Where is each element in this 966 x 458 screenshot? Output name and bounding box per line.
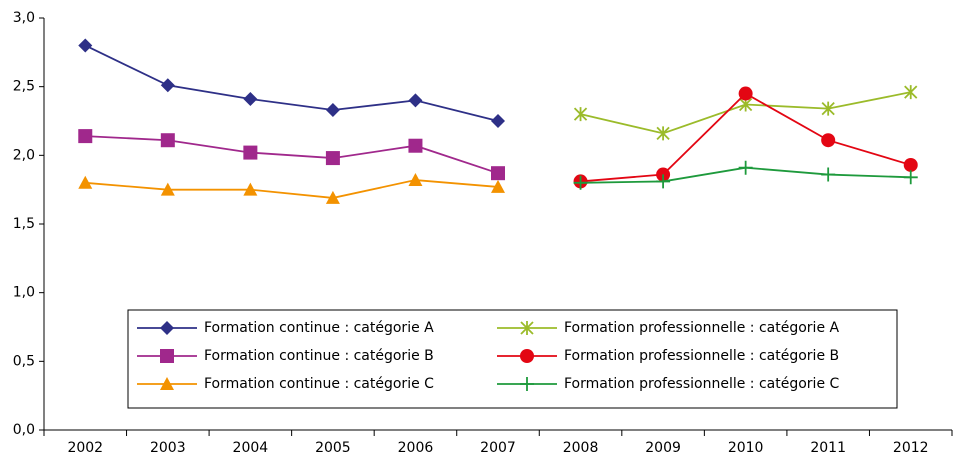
y-tick-label: 2,5: [13, 79, 35, 95]
marker: [904, 85, 918, 100]
marker: [160, 349, 174, 363]
x-tick-label: 2008: [563, 440, 599, 456]
legend-label: Formation professionnelle : catégorie C: [564, 376, 840, 392]
marker: [520, 349, 534, 363]
y-tick-label: 1,0: [13, 285, 35, 301]
y-tick-label: 1,5: [13, 216, 35, 232]
marker: [160, 133, 175, 148]
x-tick-label: 2007: [480, 440, 516, 456]
series-line: [85, 135, 499, 175]
marker: [738, 160, 753, 175]
y-tick-label: 0,5: [13, 353, 35, 369]
marker: [491, 179, 505, 193]
marker: [325, 103, 340, 118]
marker: [491, 114, 505, 128]
marker: [738, 86, 753, 101]
marker: [821, 101, 835, 116]
marker: [325, 190, 340, 204]
marker: [78, 38, 93, 53]
marker: [160, 321, 174, 335]
marker: [573, 107, 588, 122]
marker: [491, 166, 505, 181]
x-tick-label: 2010: [728, 440, 764, 456]
legend-label: Formation continue : catégorie B: [204, 348, 434, 364]
marker: [78, 129, 93, 144]
y-tick-label: 2,0: [13, 147, 35, 163]
x-tick-label: 2002: [67, 440, 103, 456]
marker: [160, 377, 174, 390]
marker: [325, 151, 340, 166]
legend-label: Formation professionnelle : catégorie B: [564, 348, 839, 364]
x-tick-label: 2004: [233, 440, 269, 456]
marker: [573, 175, 588, 190]
marker: [821, 167, 836, 182]
marker: [408, 93, 423, 108]
x-tick-label: 2003: [150, 440, 186, 456]
y-tick-label: 3,0: [13, 10, 35, 26]
marker: [408, 138, 423, 153]
x-tick-label: 2005: [315, 440, 351, 456]
marker: [78, 175, 93, 189]
x-tick-label: 2011: [810, 440, 846, 456]
legend-label: Formation continue : catégorie A: [204, 320, 434, 336]
marker: [243, 182, 258, 196]
marker: [821, 133, 836, 148]
x-tick-label: 2012: [893, 440, 929, 456]
marker: [903, 170, 918, 185]
marker: [160, 182, 175, 196]
x-tick-label: 2006: [398, 440, 434, 456]
legend-box: [127, 309, 898, 409]
x-tick-label: 2009: [645, 440, 681, 456]
marker: [656, 174, 671, 189]
marker: [160, 78, 175, 93]
legend-label: Formation continue : catégorie C: [204, 376, 434, 392]
marker: [408, 173, 423, 187]
marker: [243, 92, 258, 107]
marker: [520, 321, 534, 335]
series-line: [85, 179, 499, 199]
marker: [243, 145, 258, 160]
series-line: [84, 44, 499, 122]
marker: [520, 377, 534, 391]
legend: Formation continue : catégorie A Formatio…: [127, 309, 898, 409]
y-tick-label: 0,0: [13, 422, 35, 438]
marker: [656, 126, 670, 141]
marker: [903, 157, 918, 172]
legend-label: Formation professionnelle : catégorie A: [564, 320, 840, 336]
